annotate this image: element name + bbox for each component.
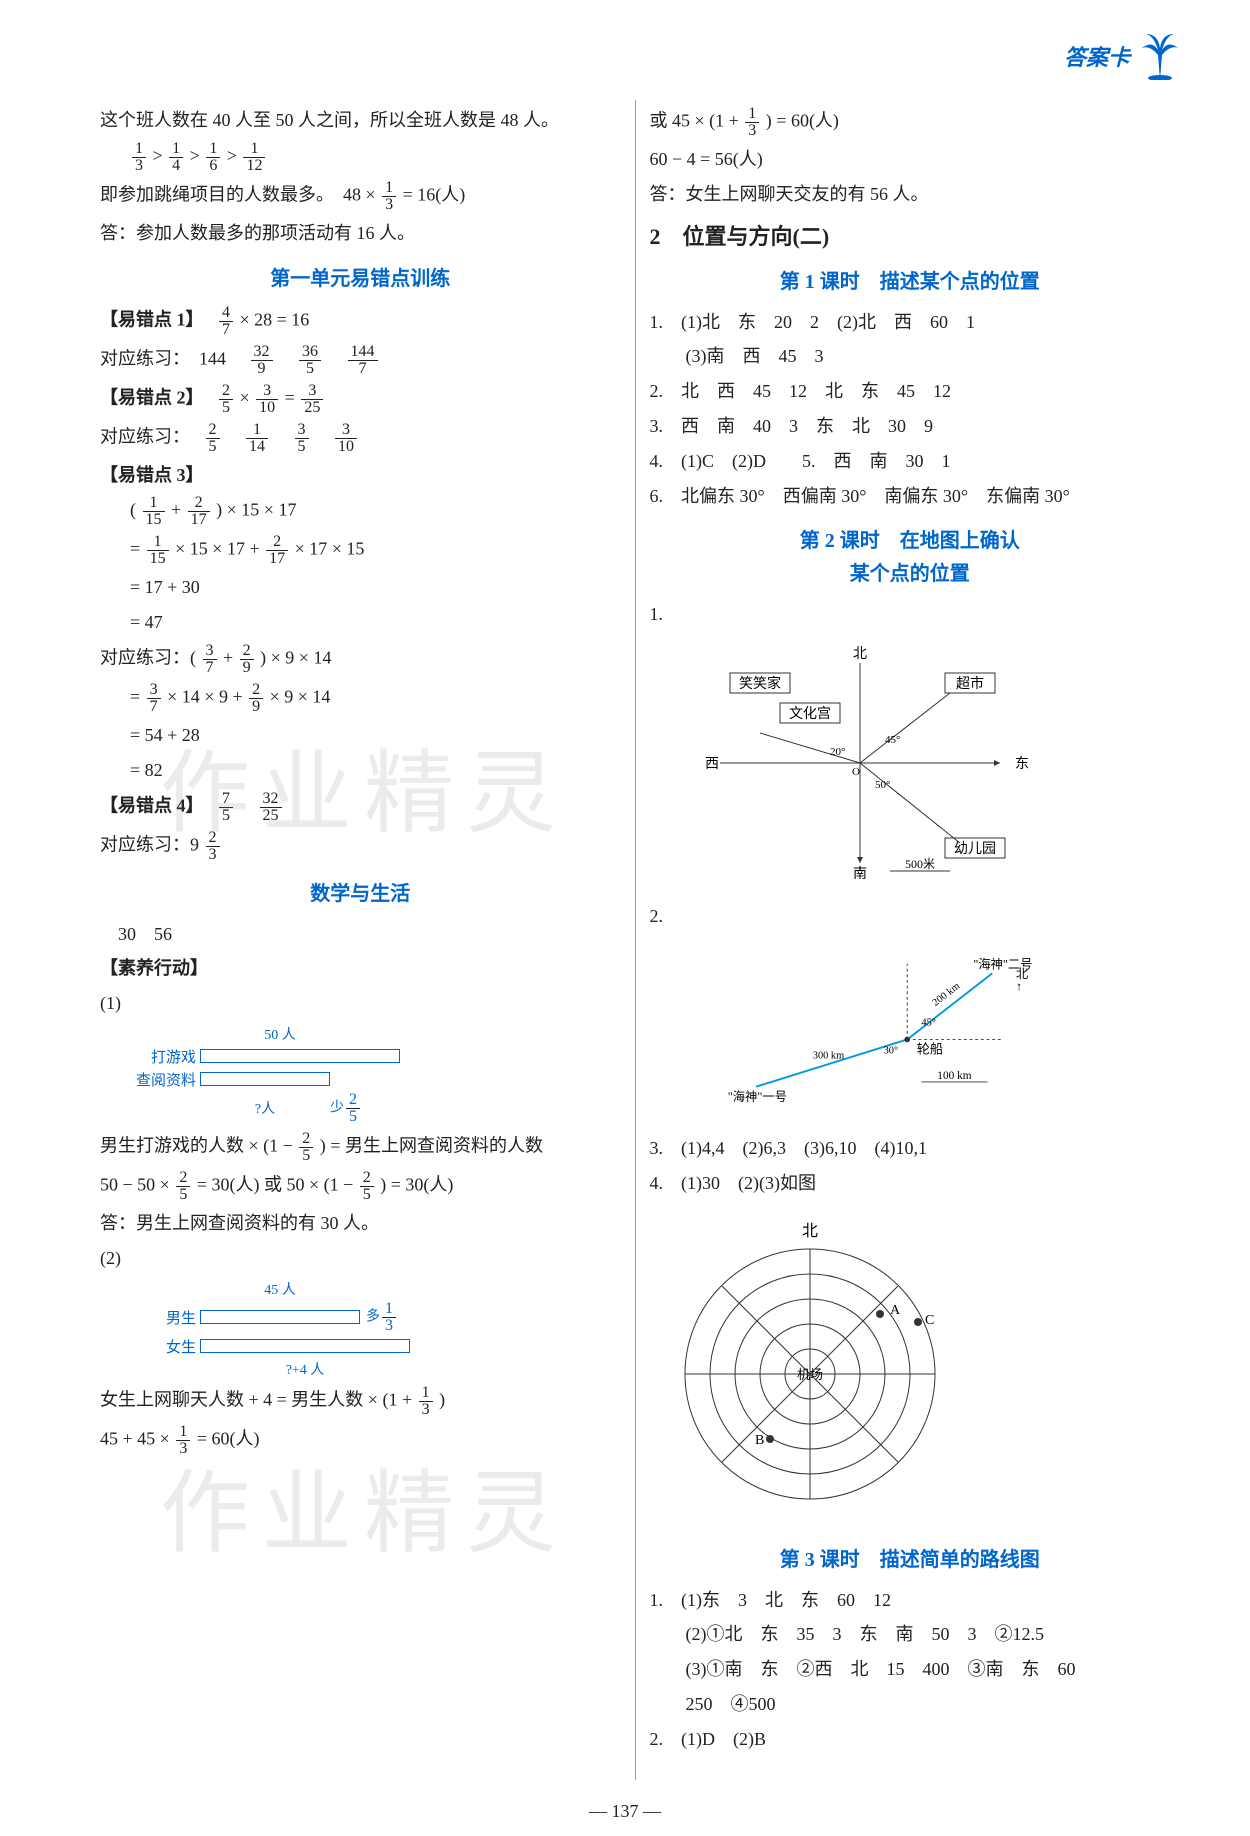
svg-text:幼儿园: 幼儿园 (954, 841, 996, 857)
text: 60 − 4 = 56(人) (650, 145, 1171, 174)
tape-diagram-2: 45 人 男生 多13 女生 ?+4 人 (130, 1279, 430, 1379)
text: 答：男生上网查阅资料的有 30 人。 (100, 1209, 621, 1238)
section-title: 某个点的位置 (650, 557, 1171, 586)
text: 女生上网聊天人数 + 4 = 男生人数 × (1 + 13 ) (100, 1385, 621, 1418)
error-point-2: 【易错点 2】 25 × 310 = 325 (100, 383, 621, 416)
section-title: 第 1 课时 描述某个点的位置 (650, 265, 1171, 294)
svg-text:45°: 45° (921, 1017, 936, 1028)
right-column: 或 45 × (1 + 13 ) = 60(人) 60 − 4 = 56(人) … (640, 100, 1181, 1780)
expr: ( 115 + 217 ) × 15 × 17 (100, 495, 621, 528)
svg-text:B: B (755, 1433, 764, 1448)
answer: 250 ④500 (650, 1690, 1171, 1719)
text: 2. (650, 902, 1171, 931)
svg-text:200 km: 200 km (930, 981, 962, 1009)
text: 男生打游戏的人数 × (1 − 25 ) = 男生上网查阅资料的人数 (100, 1131, 621, 1164)
expr: = 47 (100, 608, 621, 637)
left-column: 这个班人数在 40 人至 50 人之间，所以全班人数是 48 人。 13 > 1… (90, 100, 631, 1780)
svg-text:"海神"一号: "海神"一号 (727, 1089, 786, 1104)
text: (2) (100, 1244, 621, 1273)
practice-4: 对应练习：9 23 (100, 830, 621, 863)
answer: 2. 北 西 45 12 北 东 45 12 (650, 377, 1171, 406)
error-point-1: 【易错点 1】 47 × 28 = 16 (100, 305, 621, 338)
text: 1. (650, 600, 1171, 629)
answer: 3. 西 南 40 3 东 北 30 9 (650, 412, 1171, 441)
svg-text:50°: 50° (875, 779, 890, 791)
literacy-action: 【素养行动】 (100, 954, 621, 983)
expr: = 17 + 30 (100, 573, 621, 602)
answer: 1. (1)北 东 20 2 (2)北 西 60 1 (650, 308, 1171, 337)
text: 答：女生上网聊天交友的有 56 人。 (650, 180, 1171, 209)
text: 50 − 50 × 25 = 30(人) 或 50 × (1 − 25 ) = … (100, 1170, 621, 1203)
practice-3: 对应练习：( 37 + 29 ) × 9 × 14 (100, 643, 621, 676)
error-point-3: 【易错点 3】 (100, 461, 621, 490)
section-title: 第一单元易错点训练 (100, 262, 621, 291)
compass-diagram-1: 笑笑家 文化宫 超市 幼儿园 北 南 东 西 20° 45° 50° O 500… (670, 643, 1050, 883)
answer: (2)①北 东 35 3 东 南 50 3 ②12.5 (650, 1620, 1171, 1649)
svg-text:轮船: 轮船 (916, 1042, 942, 1057)
svg-text:100 km: 100 km (937, 1070, 971, 1082)
palm-icon (1140, 30, 1180, 80)
practice-1: 对应练习： 144 329 365 1447 (100, 344, 621, 377)
section-title: 数学与生活 (100, 877, 621, 906)
answer: 4. (1)30 (2)(3)如图 (650, 1169, 1171, 1198)
practice-2: 对应练习： 25 114 35 310 (100, 422, 621, 455)
svg-text:机场: 机场 (796, 1367, 822, 1382)
answer: 2. (1)D (2)B (650, 1725, 1171, 1754)
svg-text:西: 西 (705, 757, 719, 772)
text: 45 + 45 × 13 = 60(人) (100, 1424, 621, 1457)
ship-diagram: 轮船 "海神"二号 "海神"一号 北 ↑ 200 km 300 km 45° 3… (670, 945, 1050, 1115)
answer: 4. (1)C (2)D 5. 西 南 30 1 (650, 447, 1171, 476)
svg-text:A: A (890, 1303, 901, 1318)
svg-text:30°: 30° (883, 1046, 898, 1057)
answer: 6. 北偏东 30° 西偏南 30° 南偏东 30° 东偏南 30° (650, 482, 1171, 511)
header-label: 答案卡 (1064, 40, 1130, 72)
expr: = 54 + 28 (100, 721, 621, 750)
svg-text:C: C (925, 1313, 934, 1328)
text: 或 45 × (1 + 13 ) = 60(人) (650, 106, 1171, 139)
svg-text:东: 东 (1015, 756, 1029, 772)
column-divider (635, 100, 636, 1780)
svg-text:20°: 20° (830, 746, 845, 758)
text: 答：参加人数最多的那项活动有 16 人。 (100, 219, 621, 248)
fraction-inequality: 13 > 14 > 16 > 112 (100, 141, 621, 174)
svg-text:南: 南 (853, 866, 867, 882)
expr: = 37 × 14 × 9 + 29 × 9 × 14 (100, 682, 621, 715)
svg-text:45°: 45° (885, 734, 900, 746)
svg-text:文化宫: 文化宫 (789, 706, 831, 722)
text: 这个班人数在 40 人至 50 人之间，所以全班人数是 48 人。 (100, 106, 621, 135)
svg-text:笑笑家: 笑笑家 (739, 675, 781, 692)
svg-text:超市: 超市 (956, 675, 984, 692)
svg-text:O: O (852, 766, 860, 778)
text: (1) (100, 989, 621, 1018)
answer: 3. (1)4,4 (2)6,3 (3)6,10 (4)10,1 (650, 1134, 1171, 1163)
svg-text:北: 北 (853, 646, 867, 662)
svg-text:↑: ↑ (1015, 979, 1021, 993)
answer: (3)南 西 45 3 (650, 342, 1171, 371)
svg-text:北: 北 (801, 1222, 817, 1240)
text: 30 56 (100, 920, 621, 949)
expr: = 82 (100, 756, 621, 785)
svg-text:500米: 500米 (904, 857, 934, 871)
section-title: 第 2 课时 在地图上确认 (650, 524, 1171, 553)
answer: 1. (1)东 3 北 东 60 12 (650, 1586, 1171, 1615)
tape-diagram-1: 50 人 打游戏 查阅资料 ?人 少25 (130, 1024, 430, 1125)
page-number: — 137 — (589, 1801, 661, 1822)
answer: (3)①南 东 ②西 北 15 400 ③南 东 60 (650, 1655, 1171, 1684)
svg-text:300 km: 300 km (812, 1050, 843, 1061)
unit-title: 2 位置与方向(二) (650, 219, 1171, 251)
expr: = 115 × 15 × 17 + 217 × 17 × 15 (100, 534, 621, 567)
polar-diagram: 北 机场 A B C (650, 1214, 970, 1514)
error-point-4: 【易错点 4】 75 3225 (100, 791, 621, 824)
section-title: 第 3 课时 描述简单的路线图 (650, 1543, 1171, 1572)
content-columns: 这个班人数在 40 人至 50 人之间，所以全班人数是 48 人。 13 > 1… (90, 100, 1180, 1780)
text: 即参加跳绳项目的人数最多。 48 × 13 = 16(人) (100, 180, 621, 213)
